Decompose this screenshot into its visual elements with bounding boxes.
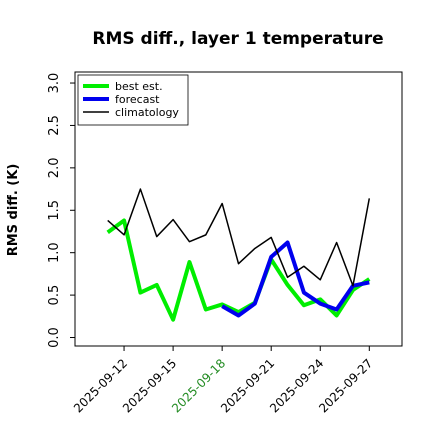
y-tick-label: 3.0 — [47, 73, 62, 94]
chart-title: RMS diff., layer 1 temperature — [92, 29, 383, 49]
legend-label: climatology — [115, 106, 179, 119]
y-axis-label: RMS diff. (K) — [6, 164, 21, 257]
legend-label: best est. — [115, 80, 163, 93]
y-tick-label: 0.0 — [47, 327, 62, 348]
y-tick-label: 0.5 — [47, 285, 62, 306]
y-tick-label: 2.5 — [47, 115, 62, 136]
y-tick-label: 1.0 — [47, 242, 62, 263]
series-line — [221, 240, 370, 318]
legend-label: forecast — [115, 93, 160, 106]
series-line — [107, 188, 371, 287]
y-tick-label: 2.0 — [47, 158, 62, 179]
plot-frame — [74, 71, 403, 347]
y-tick-label: 1.5 — [47, 200, 62, 221]
series-line — [106, 218, 371, 322]
